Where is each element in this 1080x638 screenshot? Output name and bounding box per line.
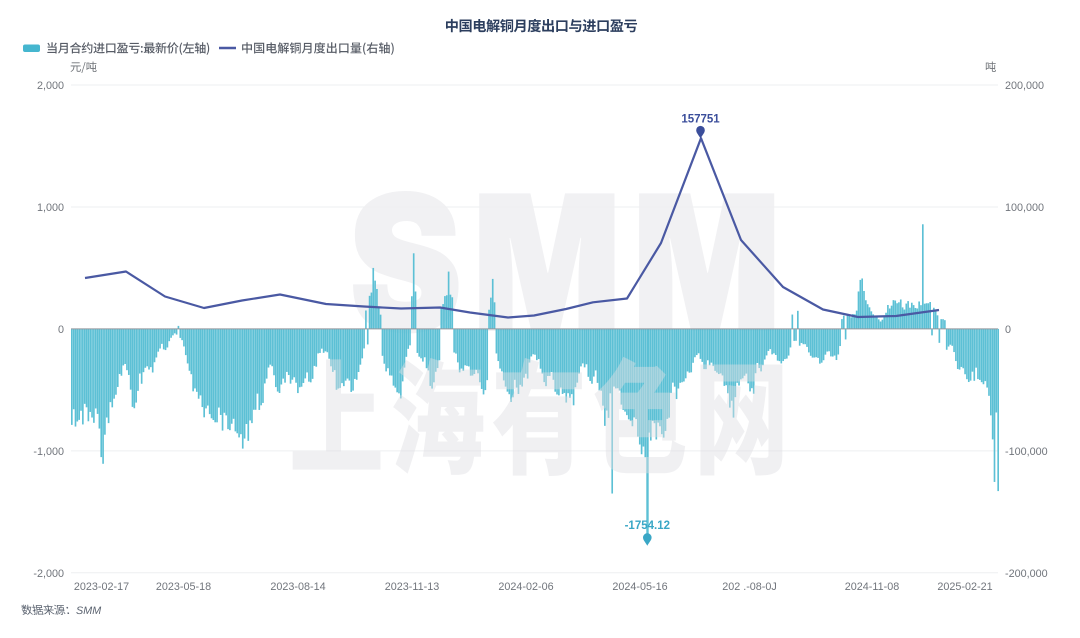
svg-text:-1754.12: -1754.12 [625,520,670,532]
svg-text:0: 0 [1005,324,1011,336]
svg-text:-200,000: -200,000 [1005,568,1048,580]
svg-text:2025-02-21: 2025-02-21 [937,581,992,593]
svg-text:-100,000: -100,000 [1005,446,1048,458]
svg-text:2023-08-14: 2023-08-14 [270,581,325,593]
svg-text:2023-05-18: 2023-05-18 [156,581,211,593]
svg-text:2023-11-13: 2023-11-13 [385,581,439,593]
svg-text:157751: 157751 [681,114,720,126]
svg-text:2024-05-16: 2024-05-16 [612,581,667,593]
svg-text:-1,000: -1,000 [33,446,64,458]
svg-text:1,000: 1,000 [37,202,64,214]
svg-text:100,000: 100,000 [1005,202,1044,214]
svg-text:2,000: 2,000 [37,80,64,92]
svg-text:-2,000: -2,000 [33,568,64,580]
svg-text:0: 0 [58,324,64,336]
svg-text:2023-02-17: 2023-02-17 [74,581,129,593]
svg-text:202 .-08-0J: 202 .-08-0J [722,581,777,593]
svg-text:2024-11-08: 2024-11-08 [845,581,899,593]
svg-text:2024-02-06: 2024-02-06 [498,581,553,593]
svg-text:200,000: 200,000 [1005,80,1044,92]
